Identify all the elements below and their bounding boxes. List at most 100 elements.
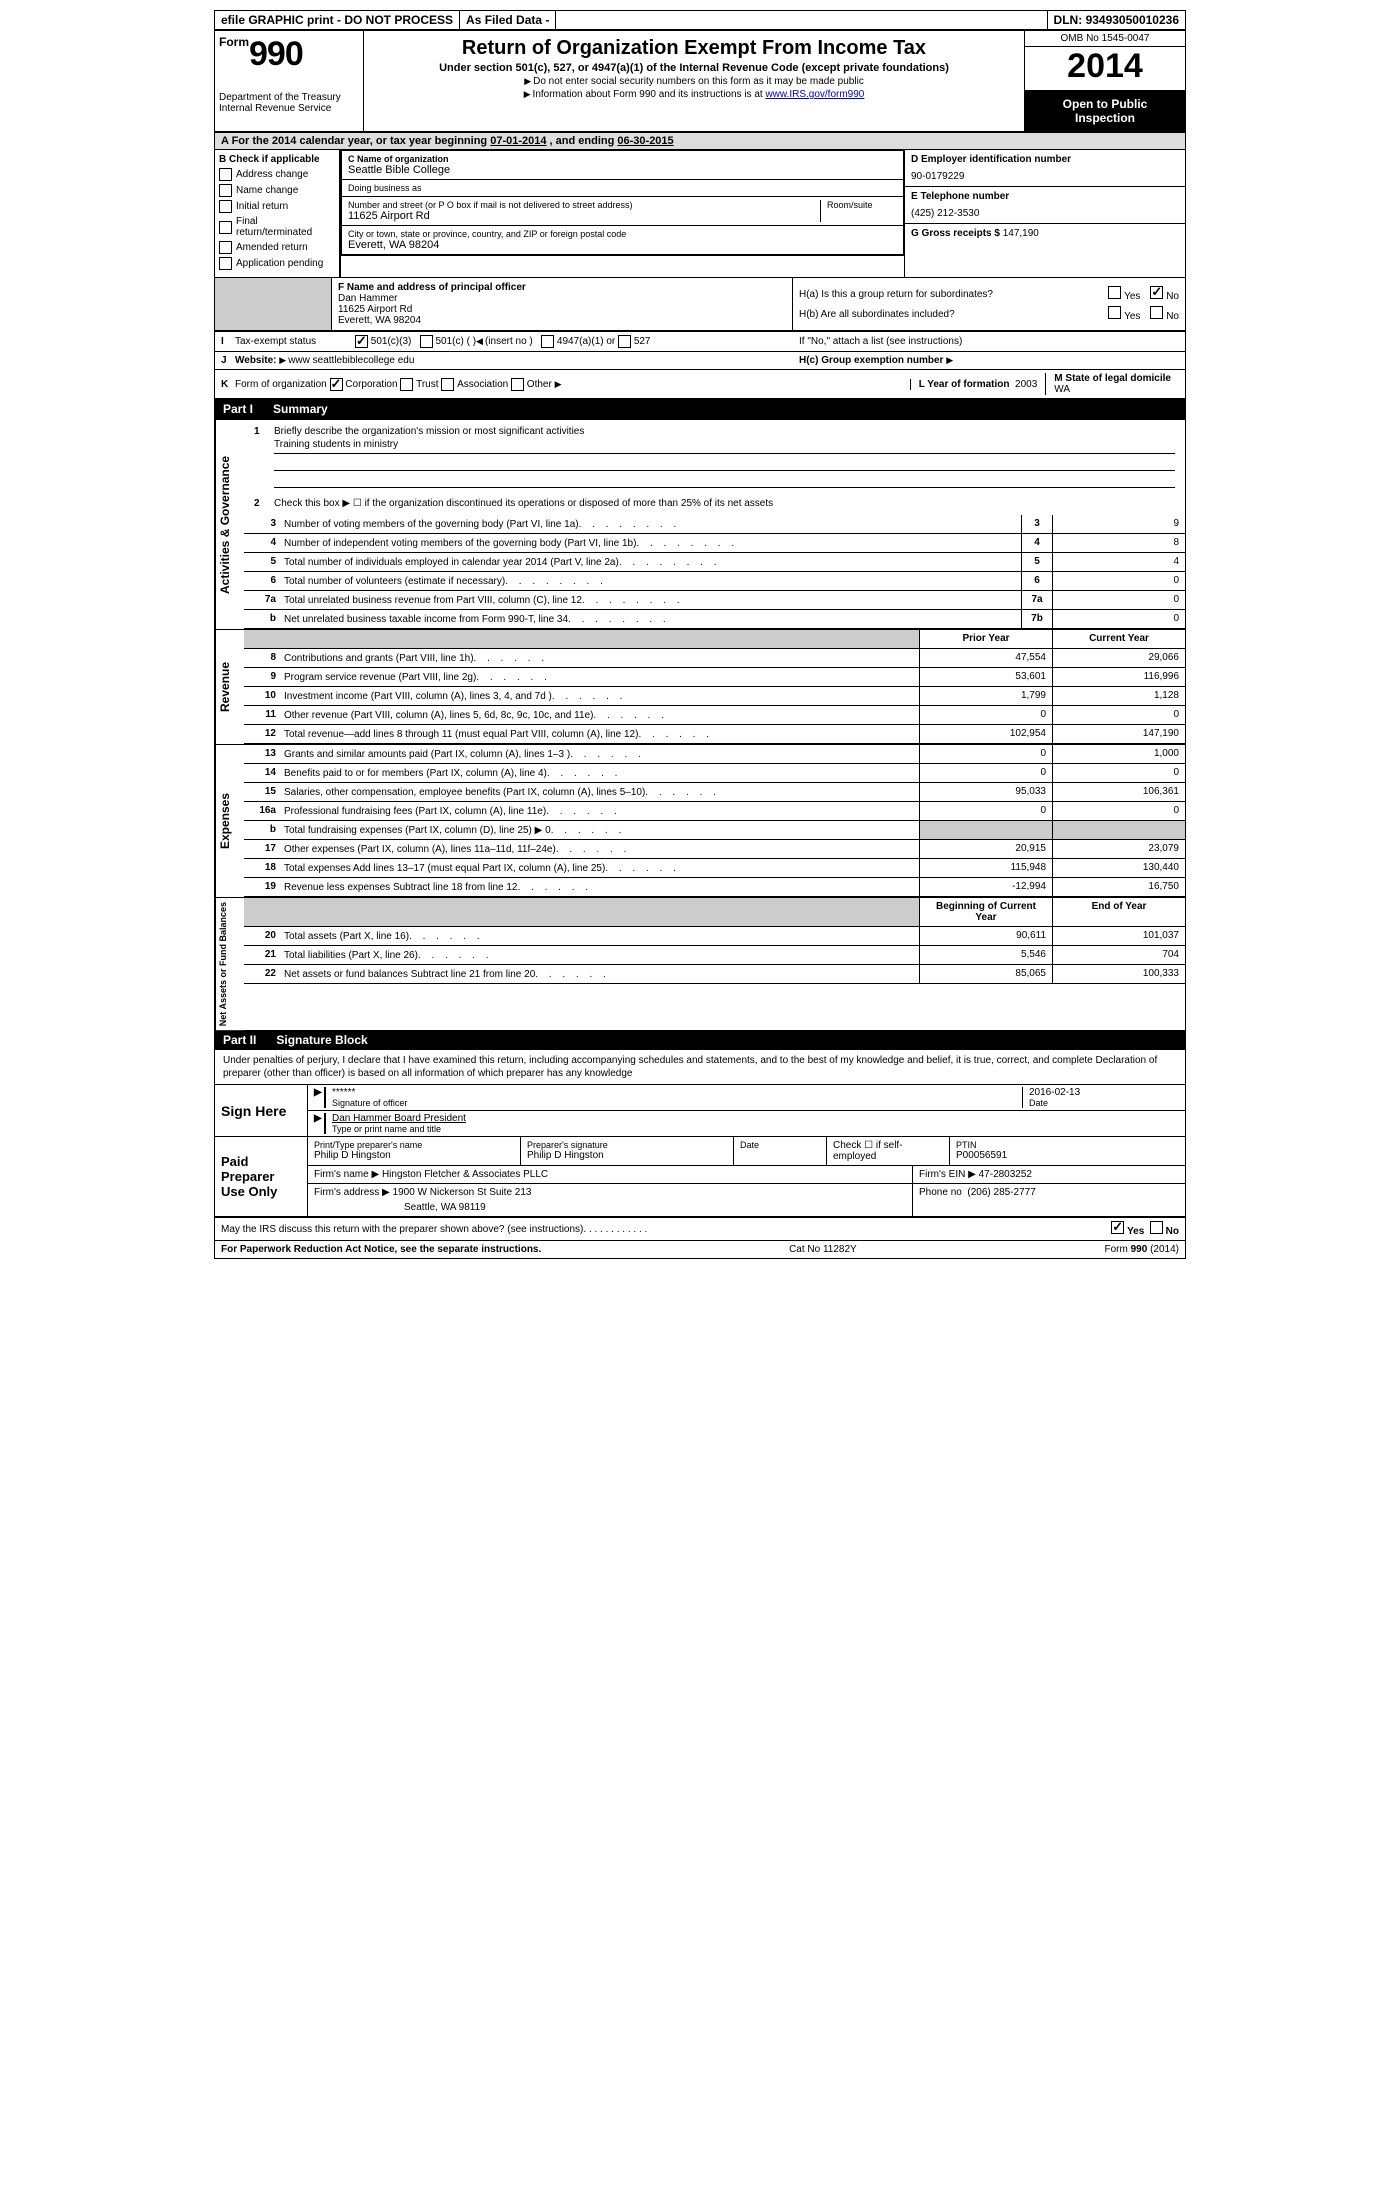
summary-row: 10 Investment income (Part VIII, column … bbox=[244, 687, 1185, 706]
as-filed-label: As Filed Data - bbox=[460, 11, 556, 29]
part-i-header: Part I Summary bbox=[215, 399, 1185, 419]
summary-row: 14 Benefits paid to or for members (Part… bbox=[244, 764, 1185, 783]
checkbox-icon bbox=[219, 200, 232, 213]
org-name-cell: C Name of organization Seattle Bible Col… bbox=[342, 151, 903, 180]
line-j-website: J Website: www seattlebiblecollege edu H… bbox=[215, 351, 1185, 369]
mission-block: 1Briefly describe the organization's mis… bbox=[244, 420, 1185, 515]
open-to-public: Open to Public Inspection bbox=[1025, 91, 1185, 131]
check-initial-return[interactable]: Initial return bbox=[219, 200, 335, 213]
part-ii-header: Part II Signature Block bbox=[215, 1030, 1185, 1050]
form-990-container: efile GRAPHIC print - DO NOT PROCESS As … bbox=[214, 10, 1186, 1259]
top-bar-spacer bbox=[556, 11, 1047, 29]
dln-cell: DLN: 93493050010236 bbox=[1048, 11, 1185, 29]
checkbox-icon bbox=[219, 221, 232, 234]
summary-row: 3 Number of voting members of the govern… bbox=[244, 515, 1185, 534]
check-application-pending[interactable]: Application pending bbox=[219, 257, 335, 270]
top-bar: efile GRAPHIC print - DO NOT PROCESS As … bbox=[215, 11, 1185, 31]
column-c: C Name of organization Seattle Bible Col… bbox=[341, 150, 905, 277]
checkbox-icon[interactable] bbox=[1111, 1221, 1124, 1234]
paperwork-notice: For Paperwork Reduction Act Notice, see … bbox=[221, 1244, 541, 1255]
line-klm: K Form of organization Corporation Trust… bbox=[215, 369, 1185, 399]
dept-line-2: Internal Revenue Service bbox=[219, 103, 359, 114]
fh-left-gray bbox=[215, 278, 332, 330]
checkbox-icon[interactable] bbox=[441, 378, 454, 391]
efile-notice: efile GRAPHIC print - DO NOT PROCESS bbox=[215, 11, 460, 29]
revenue-section: Revenue Prior Year Current Year 8 Contri… bbox=[215, 629, 1185, 744]
check-address-change[interactable]: Address change bbox=[219, 168, 335, 181]
checkbox-icon[interactable] bbox=[330, 378, 343, 391]
expenses-vtab: Expenses bbox=[215, 745, 244, 897]
checkbox-icon bbox=[219, 257, 232, 270]
omb-number: OMB No 1545-0047 bbox=[1025, 31, 1185, 47]
check-name-change[interactable]: Name change bbox=[219, 184, 335, 197]
summary-row: b Net unrelated business taxable income … bbox=[244, 610, 1185, 629]
checkbox-icon[interactable] bbox=[1150, 1221, 1163, 1234]
checkbox-icon bbox=[219, 241, 232, 254]
summary-row: 7a Total unrelated business revenue from… bbox=[244, 591, 1185, 610]
check-final-return[interactable]: Final return/terminated bbox=[219, 216, 335, 238]
summary-row: 17 Other expenses (Part IX, column (A), … bbox=[244, 840, 1185, 859]
dept-line-1: Department of the Treasury bbox=[219, 92, 359, 103]
form-title: Return of Organization Exempt From Incom… bbox=[374, 37, 1014, 60]
summary-row: 16a Professional fundraising fees (Part … bbox=[244, 802, 1185, 821]
summary-row: 20 Total assets (Part X, line 16) . . . … bbox=[244, 927, 1185, 946]
check-amended[interactable]: Amended return bbox=[219, 241, 335, 254]
header-row: Form990 Department of the Treasury Inter… bbox=[215, 31, 1185, 133]
footer-row: For Paperwork Reduction Act Notice, see … bbox=[215, 1240, 1185, 1258]
expenses-section: Expenses 13 Grants and similar amounts p… bbox=[215, 744, 1185, 897]
row-a-tax-year: A For the 2014 calendar year, or tax yea… bbox=[215, 133, 1185, 150]
column-d: D Employer identification number 90-0179… bbox=[905, 150, 1185, 277]
balances-vtab: Net Assets or Fund Balances bbox=[215, 898, 244, 1030]
paid-preparer-row: Paid Preparer Use Only Print/Type prepar… bbox=[215, 1137, 1185, 1217]
revenue-vtab: Revenue bbox=[215, 630, 244, 744]
tax-year: 2014 bbox=[1025, 47, 1185, 91]
checkbox-icon[interactable] bbox=[400, 378, 413, 391]
line-i-tax-status: I Tax-exempt status 501(c)(3) 501(c) ( )… bbox=[215, 331, 1185, 351]
checkbox-icon[interactable] bbox=[1150, 286, 1163, 299]
checkbox-icon[interactable] bbox=[1108, 306, 1121, 319]
address-cell: Number and street (or P O box if mail is… bbox=[342, 197, 903, 226]
catalog-number: Cat No 11282Y bbox=[789, 1244, 857, 1255]
summary-row: 13 Grants and similar amounts paid (Part… bbox=[244, 745, 1185, 764]
governance-vtab: Activities & Governance bbox=[215, 420, 244, 629]
sign-here-row: Sign Here ▶ ****** Signature of officer … bbox=[215, 1085, 1185, 1137]
principal-officer: F Name and address of principal officer … bbox=[332, 278, 793, 330]
summary-row: 21 Total liabilities (Part X, line 26) .… bbox=[244, 946, 1185, 965]
form-number: Form990 bbox=[219, 35, 359, 74]
summary-row: 9 Program service revenue (Part VIII, li… bbox=[244, 668, 1185, 687]
header-left: Form990 Department of the Treasury Inter… bbox=[215, 31, 364, 131]
section-fh: F Name and address of principal officer … bbox=[215, 278, 1185, 331]
website-url: www seattlebiblecollege edu bbox=[288, 355, 414, 366]
checkbox-icon[interactable] bbox=[618, 335, 631, 348]
summary-row: 6 Total number of volunteers (estimate i… bbox=[244, 572, 1185, 591]
summary-row: 5 Total number of individuals employed i… bbox=[244, 553, 1185, 572]
summary-row: 15 Salaries, other compensation, employe… bbox=[244, 783, 1185, 802]
section-h: H(a) Is this a group return for subordin… bbox=[793, 278, 1185, 330]
summary-row: 22 Net assets or fund balances Subtract … bbox=[244, 965, 1185, 984]
governance-section: Activities & Governance 1Briefly describ… bbox=[215, 419, 1185, 629]
dln-label: DLN: bbox=[1054, 13, 1083, 27]
checkbox-icon[interactable] bbox=[541, 335, 554, 348]
telephone-cell: E Telephone number (425) 212-3530 bbox=[905, 187, 1185, 224]
checkbox-icon bbox=[219, 184, 232, 197]
header-center: Return of Organization Exempt From Incom… bbox=[364, 31, 1025, 131]
summary-row: 11 Other revenue (Part VIII, column (A),… bbox=[244, 706, 1185, 725]
dba-cell: Doing business as bbox=[342, 180, 903, 197]
dln-value: 93493050010236 bbox=[1086, 13, 1179, 27]
gross-receipts-cell: G Gross receipts $ 147,190 bbox=[905, 224, 1185, 243]
h-b-line: H(b) Are all subordinates included? Yes … bbox=[799, 306, 1179, 322]
org-info-box: C Name of organization Seattle Bible Col… bbox=[340, 149, 905, 256]
discuss-row: May the IRS discuss this return with the… bbox=[215, 1217, 1185, 1240]
checkbox-icon[interactable] bbox=[355, 335, 368, 348]
checkbox-icon[interactable] bbox=[511, 378, 524, 391]
city-cell: City or town, state or province, country… bbox=[342, 226, 903, 254]
irs-link[interactable]: www.IRS.gov/form990 bbox=[765, 89, 864, 100]
h-a-line: H(a) Is this a group return for subordin… bbox=[799, 286, 1179, 302]
col-b-header: B Check if applicable bbox=[219, 154, 335, 165]
checkbox-icon[interactable] bbox=[420, 335, 433, 348]
checkbox-icon[interactable] bbox=[1150, 306, 1163, 319]
summary-row: 19 Revenue less expenses Subtract line 1… bbox=[244, 878, 1185, 897]
checkbox-icon[interactable] bbox=[1108, 286, 1121, 299]
instruction-2: Information about Form 990 and its instr… bbox=[374, 89, 1014, 100]
summary-row: 12 Total revenue—add lines 8 through 11 … bbox=[244, 725, 1185, 744]
